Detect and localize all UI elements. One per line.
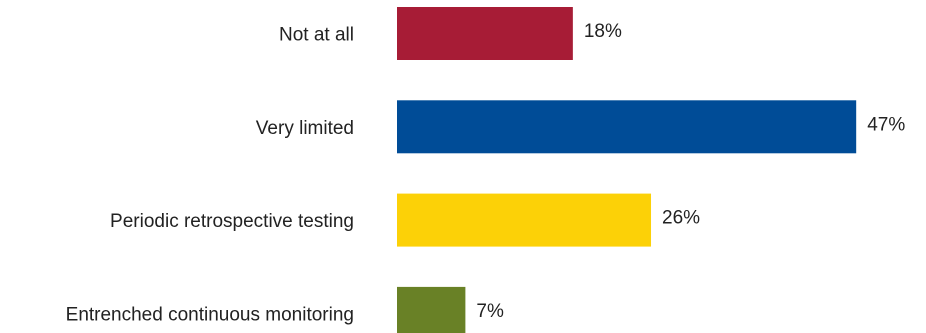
bar-entrenched-continuous-monitoring [397, 286, 466, 333]
category-label-very-limited: Very limited [256, 118, 354, 139]
bars [397, 7, 857, 333]
bar-very-limited [397, 100, 857, 154]
value-label-very-limited: 47% [867, 114, 905, 135]
bar-periodic-retrospective-testing [397, 193, 652, 247]
value-labels: 18% 47% 26% 7% [476, 21, 905, 322]
value-label-entrenched-continuous-monitoring: 7% [476, 301, 504, 322]
value-label-not-at-all: 18% [584, 21, 622, 42]
bar-not-at-all [397, 7, 573, 60]
category-labels: Not at all Very limited Periodic retrosp… [66, 25, 354, 326]
category-label-periodic-retrospective-testing: Periodic retrospective testing [110, 211, 354, 232]
category-label-entrenched-continuous-monitoring: Entrenched continuous monitoring [66, 304, 354, 325]
category-label-not-at-all: Not at all [279, 25, 354, 46]
value-label-periodic-retrospective-testing: 26% [662, 208, 700, 229]
